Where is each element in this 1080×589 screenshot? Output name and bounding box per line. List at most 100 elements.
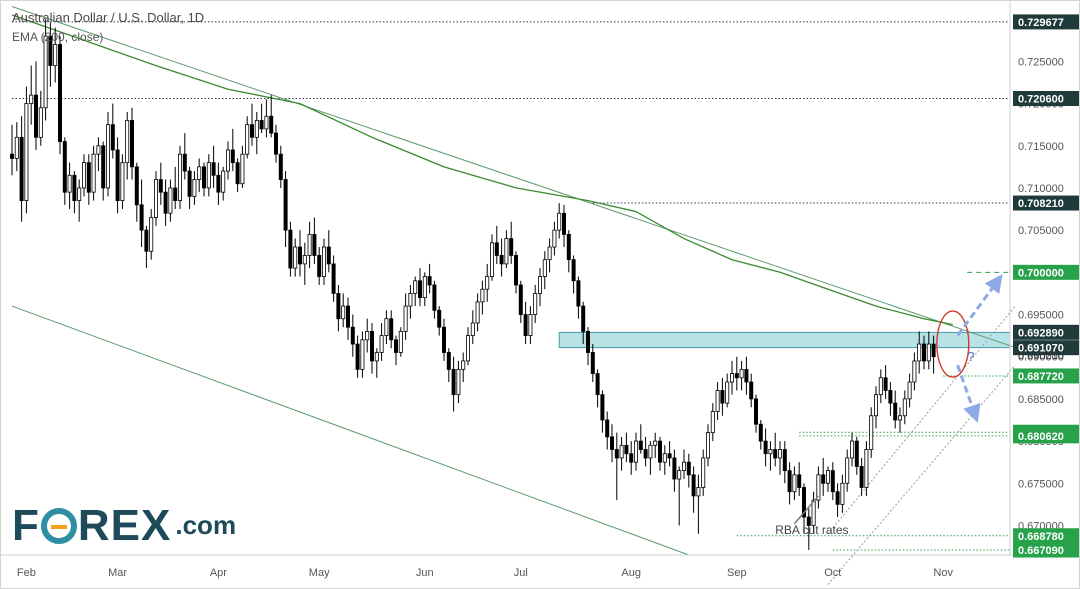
candle — [235, 158, 240, 193]
candle-body — [403, 305, 408, 332]
candle — [14, 122, 19, 172]
candle — [350, 314, 355, 357]
candle-body — [197, 166, 202, 180]
candle-body — [778, 449, 783, 459]
candle-body — [389, 318, 394, 341]
candle-body — [297, 246, 302, 265]
candle-body — [504, 238, 509, 265]
candle-body — [533, 293, 538, 315]
candle — [456, 360, 461, 404]
candle-body — [441, 326, 446, 353]
candle — [797, 462, 802, 496]
candle — [624, 432, 629, 463]
candle — [562, 204, 567, 248]
candle-body — [144, 229, 149, 252]
candle — [475, 293, 480, 332]
candle-body — [307, 233, 312, 256]
candle — [278, 145, 283, 188]
candle — [321, 238, 326, 285]
candle — [9, 124, 14, 176]
candle-body — [341, 305, 346, 320]
candle — [552, 221, 557, 256]
candle — [259, 103, 264, 134]
candle-body — [120, 162, 125, 202]
candle-body — [125, 120, 130, 164]
candle — [830, 462, 835, 501]
candle — [701, 449, 706, 496]
price-label-1: 0.720600 — [1013, 91, 1079, 107]
candle-body — [201, 166, 206, 189]
candle-body — [489, 242, 494, 277]
candle — [480, 280, 485, 315]
candle — [58, 36, 63, 155]
candle — [48, 22, 53, 87]
candle — [461, 352, 466, 383]
candle — [216, 162, 221, 205]
candle-body — [437, 309, 442, 328]
candle-body — [432, 284, 437, 311]
candle — [427, 263, 432, 294]
candle — [725, 373, 730, 408]
candle-body — [763, 440, 768, 455]
candle — [403, 293, 408, 340]
y-tick-label-3: 0.685000 — [1018, 394, 1064, 406]
candle — [581, 301, 586, 345]
candle-body — [283, 179, 288, 231]
candle-body — [67, 174, 72, 193]
candle — [744, 356, 749, 395]
candle-body — [19, 136, 24, 202]
candle — [504, 230, 509, 269]
candle-body — [576, 280, 581, 307]
candle-body — [907, 381, 912, 400]
candle-body — [321, 246, 326, 277]
candle — [749, 373, 754, 408]
candle — [888, 382, 893, 416]
candle — [139, 179, 144, 248]
candle-body — [278, 153, 283, 180]
candle-body — [206, 162, 211, 189]
candle — [312, 217, 317, 264]
candle-body — [662, 453, 667, 463]
candle-body — [878, 377, 883, 396]
candle — [288, 221, 293, 277]
candle-body — [691, 474, 696, 497]
candle — [110, 103, 115, 159]
candle-body — [758, 423, 763, 442]
price-label-box — [1013, 14, 1079, 30]
candle-body — [816, 474, 821, 501]
candle — [230, 128, 235, 172]
candle — [533, 284, 538, 323]
candle-body — [912, 360, 917, 383]
candle-body — [384, 318, 389, 337]
candle-body — [682, 461, 687, 472]
trendline-upper-downtrend — [11, 6, 1016, 348]
candle-body — [446, 352, 451, 370]
candle — [672, 449, 677, 492]
candle-body — [192, 179, 197, 197]
candle-body — [821, 474, 826, 484]
chart-title: Australian Dollar / U.S. Dollar, 1D — [12, 10, 205, 25]
candle — [182, 133, 187, 180]
candle — [437, 306, 442, 336]
candle — [273, 124, 278, 163]
candle-body — [177, 153, 182, 202]
candle — [696, 474, 701, 534]
x-tick-label-9: Nov — [933, 567, 953, 579]
price-label-0: 0.729677 — [1013, 14, 1079, 30]
candle-body — [610, 436, 615, 450]
candle — [374, 348, 379, 378]
candle — [902, 390, 907, 425]
candle-body — [581, 305, 586, 332]
candle-body — [648, 444, 653, 459]
candle-body — [605, 419, 610, 438]
candle-body — [293, 246, 298, 269]
candle-body — [173, 187, 178, 202]
x-tick-label-6: Aug — [621, 567, 641, 579]
candle — [869, 407, 874, 458]
candle-body — [768, 449, 773, 455]
candle — [302, 242, 307, 285]
candle — [658, 436, 663, 471]
candle — [144, 225, 149, 269]
candle-body — [254, 120, 259, 138]
